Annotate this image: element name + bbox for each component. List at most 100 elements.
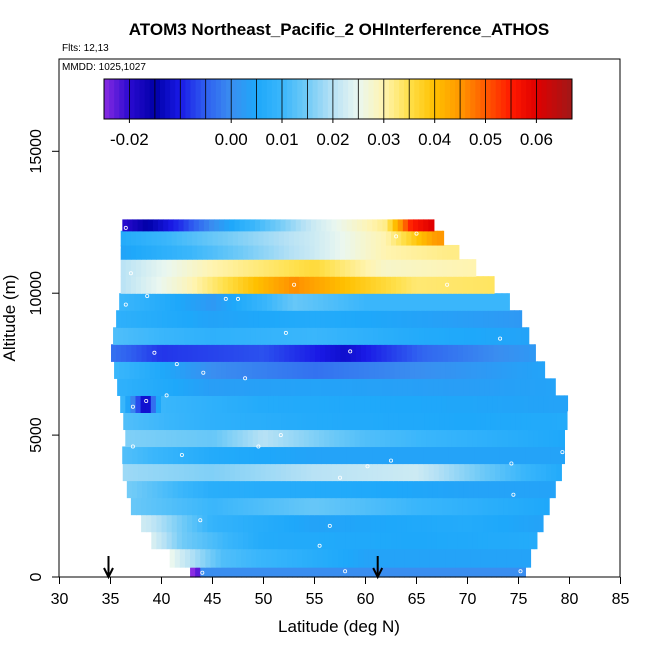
heatmap-cell [196, 395, 203, 413]
heatmap-cell [320, 480, 327, 499]
heatmap-cell [288, 395, 295, 413]
heatmap-cell [467, 259, 474, 277]
heatmap-cell [247, 429, 254, 448]
x-tick-label: 35 [102, 591, 120, 608]
heatmap-cell [406, 497, 412, 516]
heatmap-cell [337, 412, 344, 431]
heatmap-cell [248, 230, 254, 246]
heatmap-cell [176, 497, 183, 516]
heatmap-cell [166, 514, 173, 533]
heatmap-cell [537, 361, 544, 379]
heatmap-cell [423, 446, 429, 465]
heatmap-cell [497, 429, 504, 448]
heatmap-cell [130, 244, 137, 260]
heatmap-cell [493, 276, 495, 294]
heatmap-cell [411, 310, 418, 328]
heatmap-cell [264, 310, 270, 328]
heatmap-cell [272, 361, 278, 379]
heatmap-cell [314, 259, 321, 277]
sample-point [152, 350, 157, 355]
heatmap-cell [333, 293, 340, 311]
heatmap-cell [319, 497, 326, 516]
heatmap-cell [466, 429, 473, 448]
heatmap-cell [309, 230, 316, 246]
heatmap-cell [243, 497, 249, 516]
heatmap-cell [322, 412, 328, 431]
heatmap-cell [403, 327, 410, 345]
heatmap-cell [249, 480, 255, 499]
heatmap-cell [428, 219, 435, 232]
heatmap-cell [458, 378, 465, 396]
heatmap-cell [421, 497, 428, 516]
heatmap-cell [278, 395, 284, 413]
heatmap-cell [334, 230, 341, 246]
sample-point [130, 404, 135, 409]
heatmap-cell [180, 293, 187, 311]
heatmap-cell [447, 344, 454, 362]
heatmap-cell [186, 429, 193, 448]
heatmap-cell [222, 259, 229, 277]
heatmap-cell [230, 327, 237, 345]
heatmap-cell [375, 514, 382, 533]
heatmap-cell [367, 446, 373, 465]
heatmap-cell [382, 219, 389, 232]
heatmap-cell [439, 548, 446, 568]
heatmap-cell [496, 293, 503, 311]
colorbar-segment [368, 79, 375, 119]
heatmap-cell [469, 463, 476, 482]
heatmap-cell [196, 429, 203, 448]
heatmap-cell [227, 531, 234, 550]
heatmap-cell [219, 446, 225, 465]
heatmap-cell [383, 548, 390, 568]
heatmap-cell [349, 429, 356, 448]
heatmap-cell [235, 567, 242, 578]
heatmap-cell [429, 412, 435, 431]
heatmap-cell [187, 230, 193, 246]
heatmap-cell [350, 497, 356, 516]
heatmap-cell [310, 446, 317, 465]
heatmap-cell [174, 327, 180, 345]
heatmap-cell [400, 429, 407, 448]
heatmap-cell [294, 497, 300, 516]
heatmap-cell [306, 463, 313, 482]
heatmap-cell [426, 230, 433, 246]
heatmap-cell [232, 514, 239, 533]
heatmap-cell [360, 531, 367, 550]
heatmap-cell [170, 361, 176, 379]
heatmap-cell [192, 344, 199, 362]
heatmap-cell [341, 446, 348, 465]
heatmap-cell [553, 395, 560, 413]
heatmap-cell [472, 259, 477, 277]
heatmap-cell [244, 480, 250, 499]
heatmap-cell [421, 429, 427, 448]
heatmap-cell [482, 429, 488, 448]
heatmap-cell [436, 395, 443, 413]
heatmap-cell [375, 259, 382, 277]
x-tick-label: 75 [510, 591, 528, 608]
heatmap-cell [157, 378, 164, 396]
y-tick-label: 15000 [28, 129, 45, 174]
heatmap-cell [297, 567, 303, 578]
heatmap-cell [147, 480, 153, 499]
heatmap-cell [193, 480, 199, 499]
heatmap-cell [528, 429, 534, 448]
heatmap-cell [295, 446, 302, 465]
heatmap-cell [445, 548, 451, 568]
heatmap-cell [267, 361, 273, 379]
heatmap-cell [244, 446, 251, 465]
heatmap-cell [344, 395, 351, 413]
heatmap-cell [145, 395, 152, 413]
colorbar-segment [210, 79, 217, 119]
heatmap-cell [363, 361, 370, 379]
heatmap-cell [120, 395, 126, 413]
heatmap-cell [345, 344, 352, 362]
heatmap-cell [331, 219, 338, 232]
heatmap-cell [192, 259, 198, 277]
heatmap-cell [486, 293, 493, 311]
heatmap-cell [451, 429, 458, 448]
heatmap-cell [520, 463, 527, 482]
heatmap-cell [394, 361, 401, 379]
heatmap-cell [388, 327, 395, 345]
heatmap-cell [151, 497, 157, 516]
heatmap-cell [523, 514, 530, 533]
